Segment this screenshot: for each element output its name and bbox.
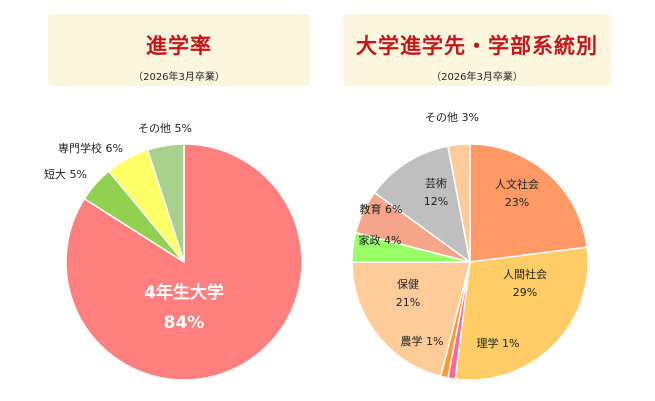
right-chart-subtitle: （2026年3月卒業） — [431, 72, 523, 83]
slice-label: 芸術 — [425, 177, 447, 190]
slice-label: その他 3% — [425, 111, 479, 124]
pie-slice — [373, 145, 472, 264]
pie-slice — [447, 143, 471, 263]
left-pie-chart: 4年生大学 84% 短大 5% 専門学校 6% その他 5% — [44, 122, 303, 381]
right-pie-chart: 人文社会 23% 人間社会 29% 理学 1% 農学 1% 保健 21% 家政 4% 教育 6% 芸… — [351, 111, 589, 381]
slice-label: 専門学校 6% — [58, 141, 123, 155]
slice-label: 教育 6% — [360, 202, 403, 216]
slice-label: その他 5% — [138, 122, 192, 135]
slice-percent: 23% — [505, 196, 529, 209]
right-title-box: 大学進学先・学部系統別 （2026年3月卒業） — [343, 14, 611, 86]
slice-percent: 29% — [513, 286, 537, 299]
slice-label: 人間社会 — [503, 267, 547, 281]
slice-percent: 21% — [396, 296, 420, 309]
slice-label: 家政 4% — [359, 233, 402, 247]
slice-label: 短大 5% — [44, 167, 87, 181]
pie-slice — [469, 143, 588, 263]
slice-label: 農学 1% — [401, 334, 444, 348]
slice-label: 保健 — [397, 277, 419, 291]
pie-slice — [146, 143, 185, 263]
slice-percent: 84% — [164, 313, 205, 333]
pie-slice — [454, 246, 589, 381]
left-chart-title: 進学率 — [146, 34, 212, 58]
slice-label: 理学 1% — [477, 336, 520, 350]
slice-percent: 12% — [424, 195, 448, 208]
slice-label: 人文社会 — [495, 177, 539, 191]
slice-label: 4年生大学 — [144, 282, 224, 303]
left-chart-subtitle: （2026年3月卒業） — [133, 72, 225, 83]
pie-slice — [351, 261, 471, 378]
left-title-box: 進学率 （2026年3月卒業） — [48, 14, 310, 86]
right-chart-title: 大学進学先・学部系統別 — [356, 34, 598, 58]
